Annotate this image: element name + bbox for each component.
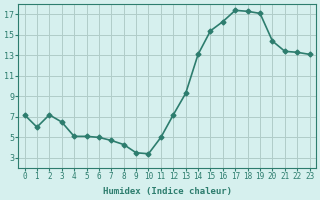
X-axis label: Humidex (Indice chaleur): Humidex (Indice chaleur)	[103, 187, 232, 196]
